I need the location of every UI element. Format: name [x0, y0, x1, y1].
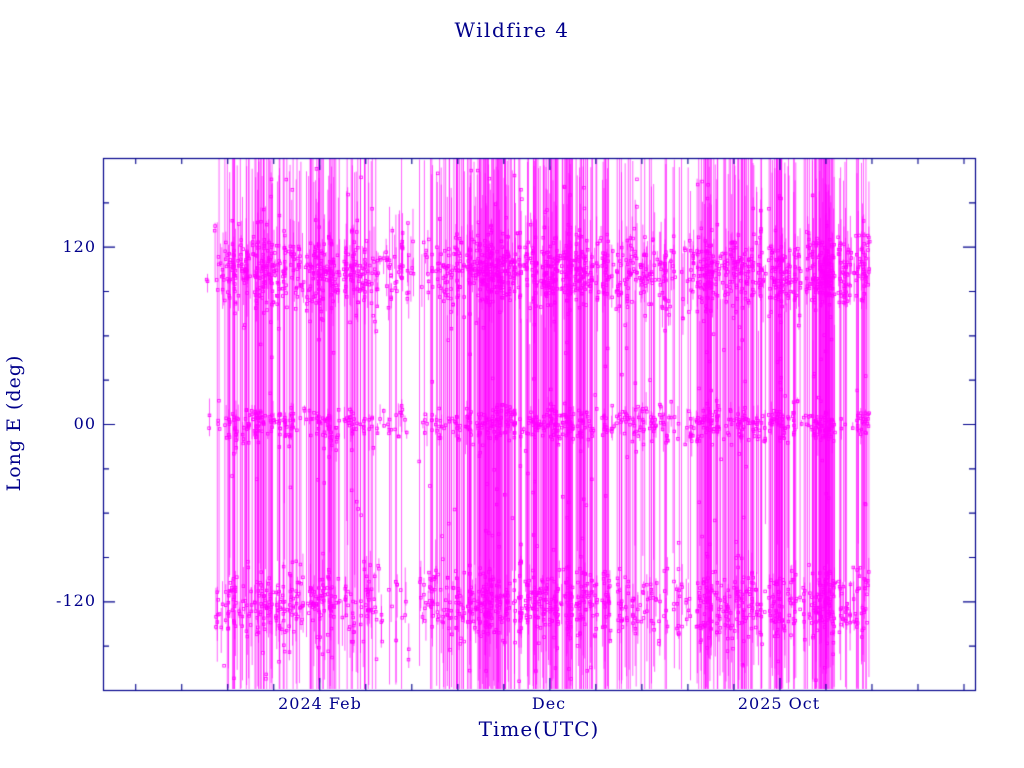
x-tick-label: 2024 Feb [278, 694, 362, 713]
chart-title: Wildfire 4 [454, 18, 570, 42]
y-tick-label: -120 [56, 591, 96, 610]
y-tick-label: 120 [62, 237, 96, 256]
x-tick-label: Dec [531, 694, 567, 713]
x-tick-label: 2025 Oct [737, 694, 821, 713]
x-axis-label: Time(UTC) [478, 717, 600, 741]
y-tick-label: 00 [73, 414, 96, 433]
